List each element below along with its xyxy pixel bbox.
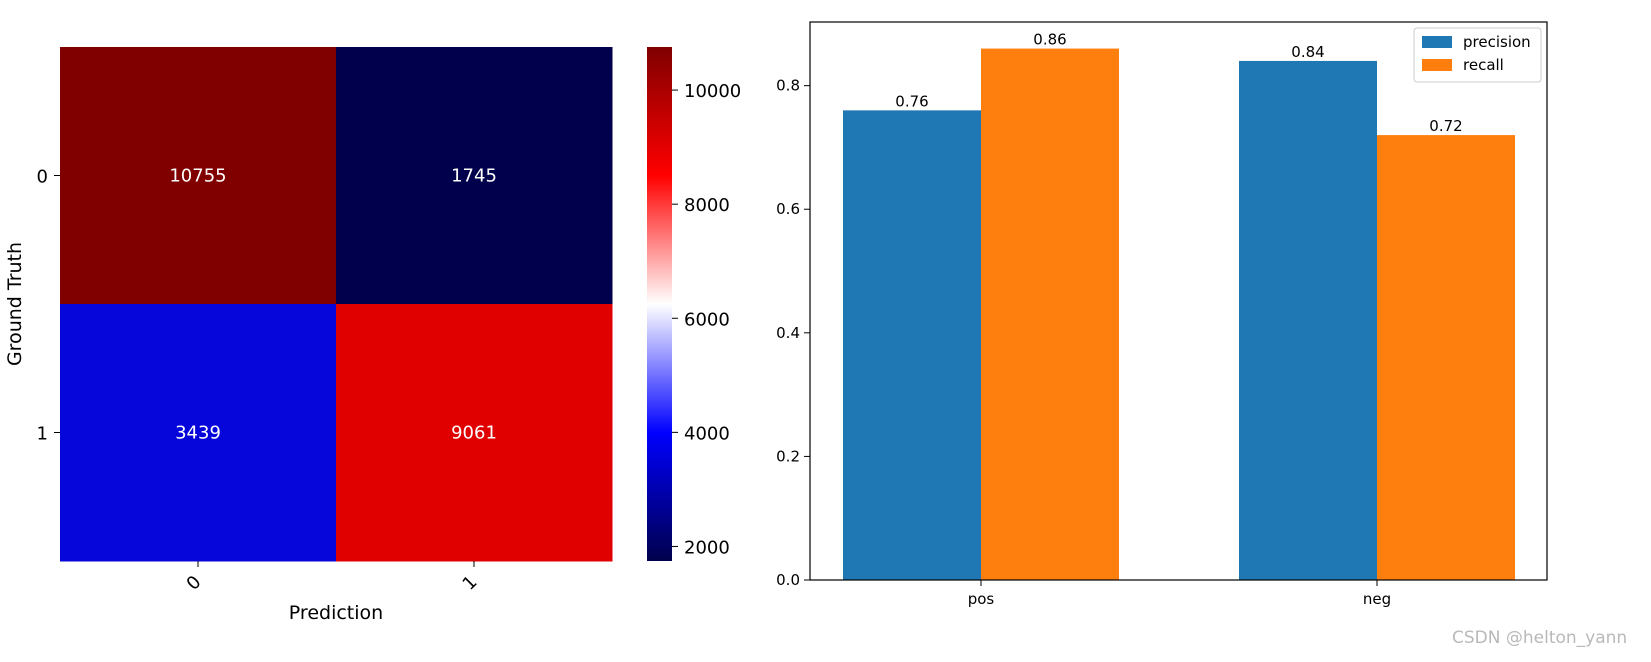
bar-y-tick-label: 0.4 — [776, 324, 800, 342]
heatmap-cell-value: 10755 — [169, 166, 226, 187]
legend-swatch-precision — [1422, 36, 1452, 48]
heatmap-cell — [336, 304, 613, 562]
legend-label-recall: recall — [1463, 56, 1504, 74]
heatmap-cell — [60, 47, 337, 305]
bar-x-tick-label: pos — [968, 590, 995, 608]
legend-swatch-recall — [1422, 59, 1452, 71]
bar-recall — [981, 48, 1119, 581]
colorbar-tick-label: 2000 — [684, 537, 730, 558]
colorbar-gradient-bar — [647, 47, 672, 561]
bar-data-label: 0.84 — [1291, 43, 1324, 61]
bar-precision — [1239, 60, 1377, 580]
heatmap-x-tick-label: 1 — [459, 572, 482, 595]
watermark-text: CSDN @helton_yann — [1452, 628, 1628, 648]
confusion-matrix-heatmap: 10755 1745 3439 9061 0 1 0 1 Prediction Ground Tr… — [4, 47, 613, 624]
bar-precision — [843, 110, 981, 580]
bar-x-tick-label: neg — [1363, 590, 1391, 608]
heatmap-cell-value: 1745 — [451, 166, 497, 187]
colorbar-tick-label: 8000 — [684, 195, 730, 216]
bar-y-tick-label: 0.8 — [776, 77, 800, 95]
heatmap-cell — [336, 47, 613, 305]
heatmap-cell — [60, 304, 337, 562]
heatmap-cell-value: 3439 — [175, 423, 221, 444]
bar-recall — [1377, 135, 1515, 580]
colorbar-tick-label: 6000 — [684, 309, 730, 330]
bar-data-label: 0.86 — [1033, 31, 1066, 49]
heatmap-y-tick-label: 1 — [37, 424, 48, 445]
bar-data-label: 0.72 — [1429, 117, 1462, 135]
heatmap-x-axis-label: Prediction — [289, 602, 383, 624]
precision-recall-bar-chart: 0.76 0.84 0.86 0.72 0.0 0.2 0.4 0.6 0.8 pos neg pre… — [776, 21, 1548, 608]
bar-chart-axes-frame — [809, 21, 1548, 581]
legend-label-precision: precision — [1463, 33, 1531, 51]
bar-data-label: 0.76 — [895, 92, 928, 110]
bar-y-tick-label: 0.2 — [776, 447, 800, 465]
bar-y-tick-label: 0.0 — [776, 571, 800, 589]
bar-y-tick-label: 0.6 — [776, 200, 800, 218]
heatmap-x-tick-label: 0 — [183, 572, 206, 595]
heatmap-colorbar: 2000 4000 6000 8000 10000 — [647, 47, 741, 561]
heatmap-y-tick-label: 0 — [37, 167, 48, 188]
heatmap-y-axis-label: Ground Truth — [4, 242, 26, 366]
colorbar-tick-label: 4000 — [684, 423, 730, 444]
colorbar-tick-label: 10000 — [684, 81, 741, 102]
heatmap-cell-value: 9061 — [451, 423, 497, 444]
